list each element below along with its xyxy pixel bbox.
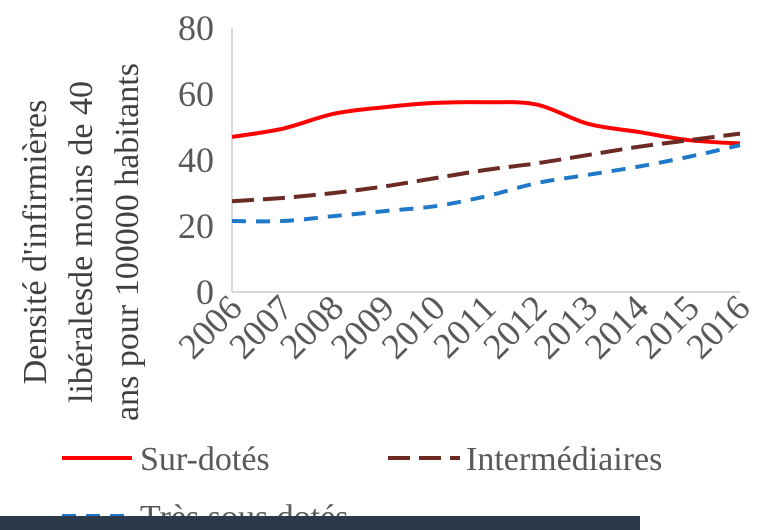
series-lines <box>231 100 741 224</box>
y-axis-label-line-2: libéralesde moins de 40 <box>63 81 100 403</box>
y-axis-label-line-1: Densité d'infirmières <box>17 100 54 385</box>
x-axis: 2006200720082009201020112012201320142015… <box>170 287 757 366</box>
y-tick-label-80: 80 <box>178 8 214 48</box>
y-axis-label: Densité d'infirmières libéralesde moins d… <box>17 63 146 421</box>
y-tick-label-60: 60 <box>178 74 214 114</box>
series-line-2 <box>231 131 741 204</box>
legend-label-2: Intermédiaires <box>466 441 662 478</box>
y-tick-label-0: 0 <box>196 272 214 312</box>
series-line-1 <box>231 100 741 146</box>
bottom-bar <box>0 516 640 530</box>
legend-label-1: Sur-dotés <box>140 441 270 478</box>
y-tick-label-40: 40 <box>178 140 214 180</box>
y-tick-label-20: 20 <box>178 206 214 246</box>
series-line-3 <box>231 143 741 224</box>
y-axis: 0 20 40 60 80 <box>178 8 233 312</box>
y-axis-label-line-3: ans pour 100000 habitants <box>109 63 146 421</box>
